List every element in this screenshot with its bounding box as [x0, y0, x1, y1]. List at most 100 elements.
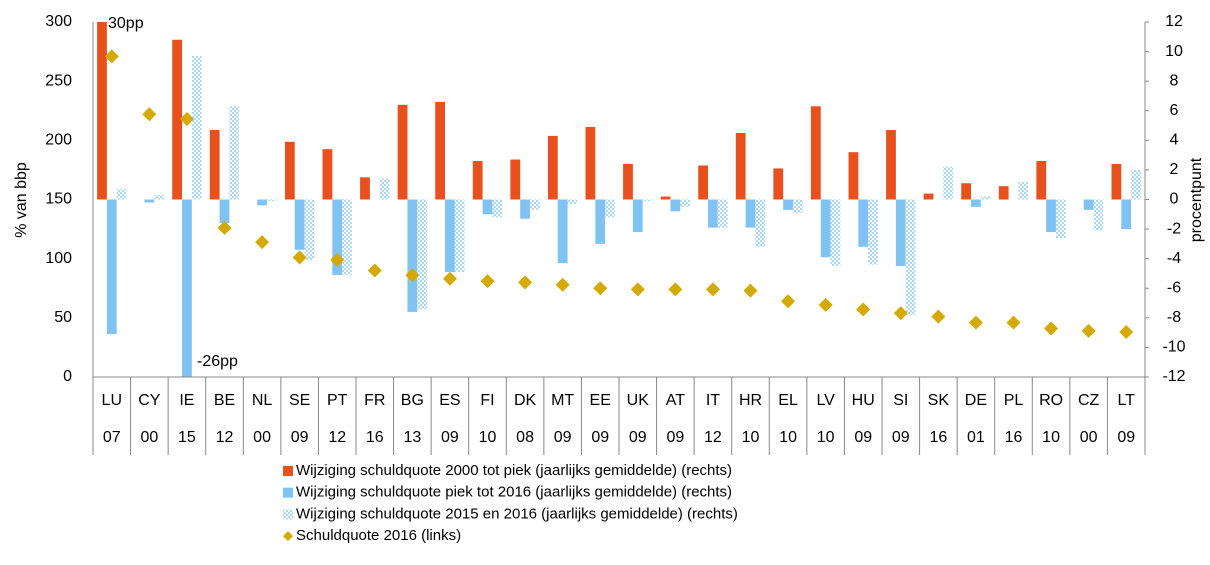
bar	[510, 159, 521, 200]
plot-area	[97, 22, 1141, 377]
x-tick-label: HU	[852, 392, 875, 409]
bar	[632, 199, 643, 233]
bar	[1121, 199, 1132, 230]
bar	[172, 39, 183, 200]
x-tick-label: NL	[252, 392, 273, 409]
bar	[698, 165, 709, 200]
bar	[980, 196, 991, 200]
marker	[893, 306, 908, 321]
bar	[1055, 199, 1066, 238]
bar	[717, 199, 728, 228]
bar	[567, 199, 578, 204]
y2-tick-label: 10	[1165, 43, 1183, 60]
marker	[555, 277, 570, 292]
bar	[998, 186, 1009, 200]
x-tick-year: 10	[779, 429, 797, 446]
y-tick-label: 100	[45, 250, 72, 267]
bar	[773, 168, 784, 200]
x-tick-year: 12	[704, 429, 722, 446]
x-tick-year: 15	[178, 429, 196, 446]
marker	[179, 112, 194, 127]
y2-tick-label: 4	[1170, 132, 1179, 149]
marker	[931, 309, 946, 324]
bar	[191, 56, 202, 200]
bar	[229, 106, 240, 200]
y2-tick-label: 2	[1170, 161, 1179, 178]
bar	[520, 199, 530, 219]
y-tick-label: 300	[45, 13, 72, 30]
marker	[1119, 325, 1134, 340]
x-tick-year: 07	[103, 429, 121, 446]
bar	[810, 106, 821, 200]
bar	[472, 161, 483, 200]
legend-marker	[283, 509, 293, 520]
x-tick-year: 16	[929, 429, 947, 446]
bar	[209, 129, 220, 200]
legend-label: Wijziging schuldquote 2015 en 2016 (jaar…	[296, 505, 738, 522]
bar	[219, 199, 230, 224]
bar	[745, 199, 756, 228]
bar	[923, 193, 934, 200]
bar	[304, 199, 315, 261]
x-tick-label: FI	[480, 392, 494, 409]
x-tick-label: IT	[706, 392, 720, 409]
marker	[1081, 323, 1096, 338]
marker	[142, 107, 157, 122]
bar	[895, 199, 906, 267]
bar	[1131, 169, 1141, 200]
x-tick-label: ES	[439, 392, 460, 409]
x-tick-year: 09	[291, 429, 309, 446]
x-tick-year: 09	[666, 429, 684, 446]
marker	[367, 263, 382, 278]
legend-marker	[283, 531, 293, 542]
x-tick-label: CZ	[1078, 392, 1100, 409]
bar	[905, 199, 916, 315]
bar	[116, 189, 127, 200]
x-tick-label: CY	[138, 392, 161, 409]
bar	[284, 141, 295, 200]
x-tick-year: 10	[479, 429, 497, 446]
bar	[858, 199, 869, 247]
y2-tick-label: 0	[1170, 191, 1179, 208]
y-axis-label: % van bbp	[13, 162, 30, 238]
bar	[257, 199, 267, 206]
x-tick-label: AT	[666, 392, 685, 409]
bar	[1083, 199, 1094, 210]
legend-label: Wijziging schuldquote 2000 tot piek (jaa…	[296, 462, 732, 479]
bar	[342, 199, 352, 275]
bar	[830, 199, 841, 267]
x-tick-year: 12	[216, 429, 234, 446]
bar	[961, 183, 972, 200]
x-tick-label: HR	[739, 392, 762, 409]
x-tick-year: 00	[1080, 429, 1098, 446]
x-tick-label: DE	[965, 392, 987, 409]
x-tick-year: 09	[591, 429, 609, 446]
bar	[1036, 161, 1047, 200]
marker	[330, 252, 345, 267]
bar	[435, 101, 446, 200]
bar	[547, 135, 558, 200]
y-tick-label: 0	[63, 368, 72, 385]
x-tick-label: UK	[627, 392, 650, 409]
bar	[322, 149, 333, 200]
y2-tick-label: -10	[1162, 339, 1185, 356]
bar	[397, 104, 408, 200]
x-tick-label: FR	[364, 392, 385, 409]
y2-tick-label: -8	[1167, 309, 1181, 326]
y-tick-label: 50	[54, 309, 72, 326]
marker	[255, 235, 270, 250]
x-tick-label: PT	[327, 392, 348, 409]
annotation: 30pp	[108, 15, 144, 32]
x-tick-label: RO	[1039, 392, 1063, 409]
legend-label: Schuldquote 2016 (links)	[296, 527, 461, 544]
bar	[886, 129, 896, 200]
bar	[379, 178, 390, 200]
x-tick-label: SI	[893, 392, 908, 409]
x-tick-year: 00	[253, 429, 271, 446]
marker	[480, 274, 495, 289]
annotation: -26pp	[197, 353, 238, 370]
x-tick-year: 12	[328, 429, 346, 446]
marker	[292, 250, 307, 265]
x-tick-year: 09	[554, 429, 572, 446]
y2-axis-label: procentpunt	[1188, 157, 1205, 242]
